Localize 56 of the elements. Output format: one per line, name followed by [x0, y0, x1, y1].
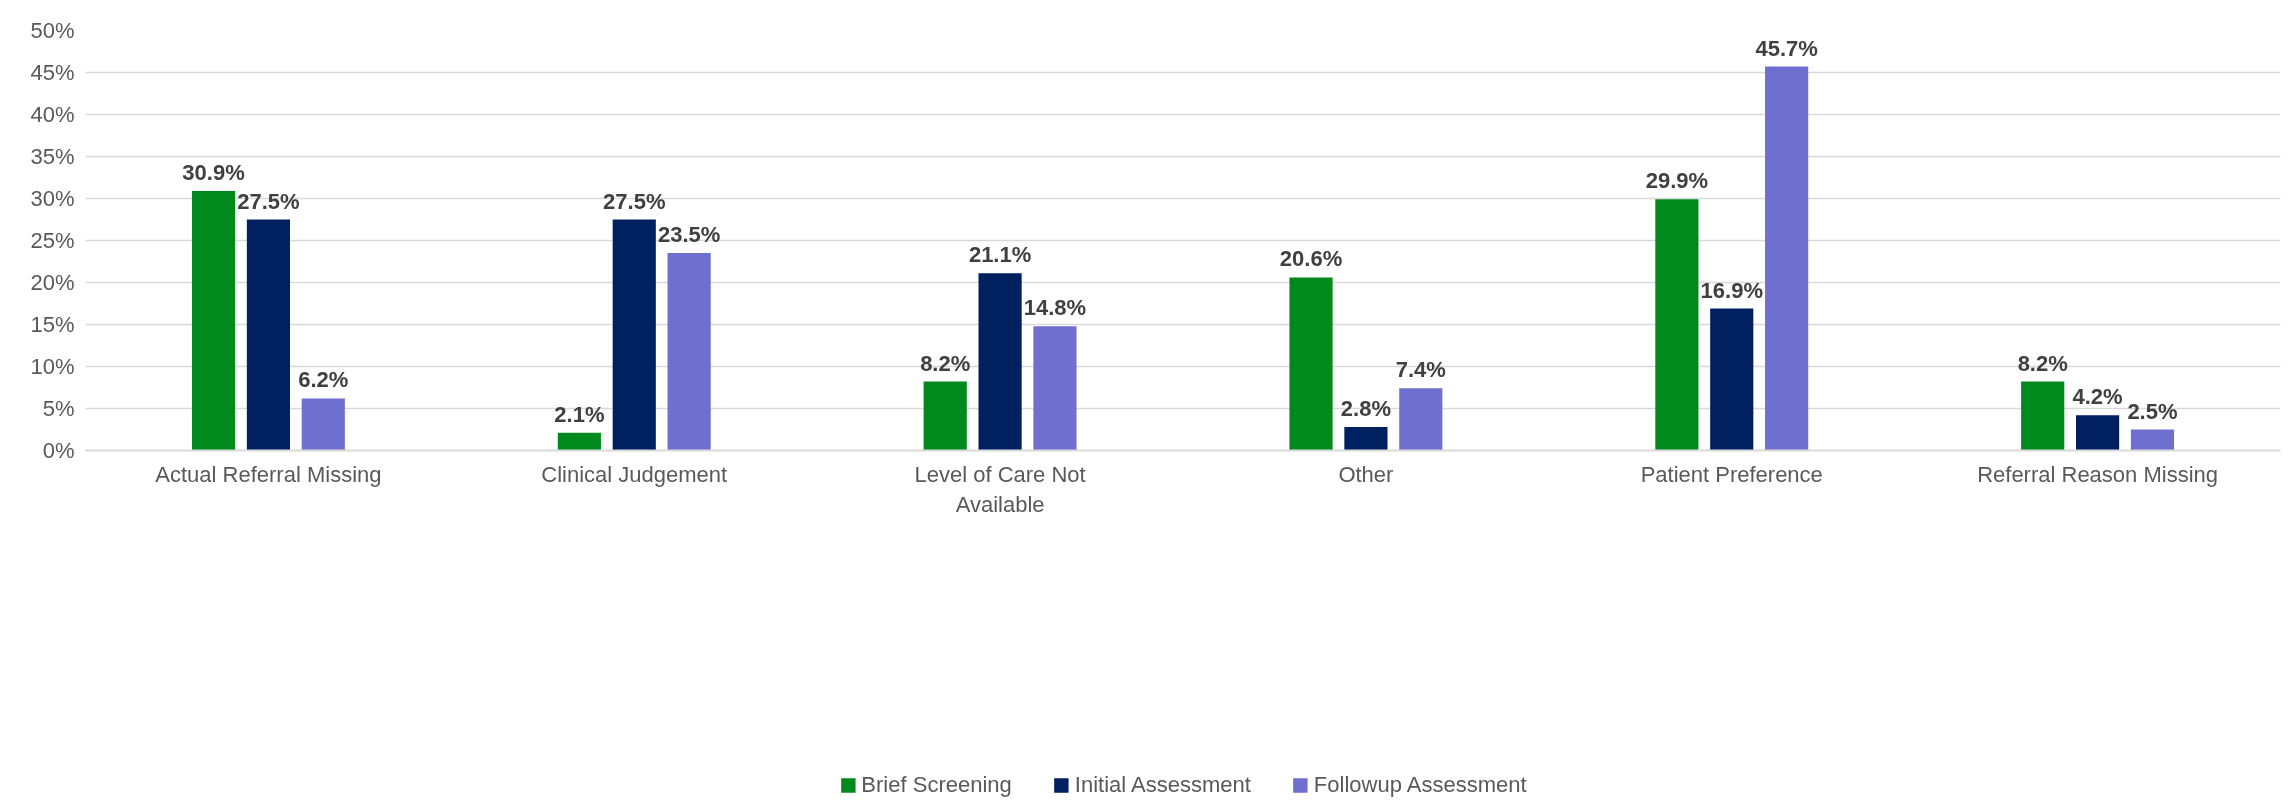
y-tick-label: 5% — [42, 396, 75, 421]
data-label: 2.8% — [1340, 395, 1391, 421]
data-label: 27.5% — [237, 188, 300, 214]
bar — [301, 398, 345, 451]
x-tick-label: Level of Care Not Available — [914, 461, 1086, 517]
x-tick-label: Referral Reason Missing — [1977, 461, 2219, 487]
data-label: 23.5% — [657, 222, 721, 248]
bar — [2076, 415, 2120, 451]
legend-label: Initial Assessment — [1074, 772, 1251, 798]
data-label: 4.2% — [2072, 384, 2123, 410]
data-label: 29.9% — [1645, 168, 1709, 194]
bar — [191, 190, 236, 451]
bar — [2130, 429, 2175, 451]
data-label: 7.4% — [1395, 357, 1446, 383]
bar — [1289, 277, 1333, 451]
data-label: 21.1% — [968, 242, 1032, 268]
data-label: 6.2% — [298, 367, 349, 393]
bar — [1765, 66, 1809, 451]
data-label: 2.1% — [554, 401, 605, 427]
bar — [923, 381, 967, 451]
data-label: 20.6% — [1279, 246, 1343, 272]
bar — [1710, 308, 1754, 451]
y-tick-label: 45% — [30, 60, 75, 85]
y-tick-label: 10% — [30, 354, 75, 379]
bar — [978, 273, 1022, 451]
bar — [1399, 388, 1443, 451]
y-tick-label: 0% — [42, 438, 75, 463]
y-tick-label: 25% — [30, 228, 75, 253]
y-tick-label: 30% — [30, 186, 75, 211]
bar — [1033, 326, 1077, 451]
y-tick-label: 20% — [30, 270, 75, 295]
bar — [1344, 426, 1388, 451]
bar — [1655, 199, 1699, 451]
data-label: 16.9% — [1700, 277, 1763, 303]
bar — [2021, 381, 2065, 451]
data-label: 30.9% — [182, 159, 245, 185]
x-tick-label: Clinical Judgement — [541, 461, 728, 487]
bar — [612, 219, 656, 451]
legend-label: Followup Assessment — [1313, 772, 1527, 798]
bar — [557, 432, 601, 451]
data-label: 45.7% — [1755, 35, 1818, 61]
data-label: 2.5% — [2127, 398, 2178, 424]
y-tick-label: 50% — [30, 18, 75, 43]
y-tick-label: 40% — [30, 102, 75, 127]
y-tick-label: 15% — [30, 312, 75, 337]
y-tick-label: 35% — [30, 144, 75, 169]
data-label: 8.2% — [2017, 350, 2068, 376]
data-label: 27.5% — [603, 188, 666, 214]
x-tick-label: Actual Referral Missing — [155, 461, 382, 487]
x-tick-label: Other — [1338, 461, 1394, 487]
x-tick-label: Patient Preference — [1640, 461, 1823, 487]
data-label: 8.2% — [920, 350, 971, 376]
bar — [246, 219, 290, 451]
legend-label: Brief Screening — [861, 772, 1012, 798]
data-label: 14.8% — [1023, 295, 1087, 321]
bar — [667, 253, 711, 451]
